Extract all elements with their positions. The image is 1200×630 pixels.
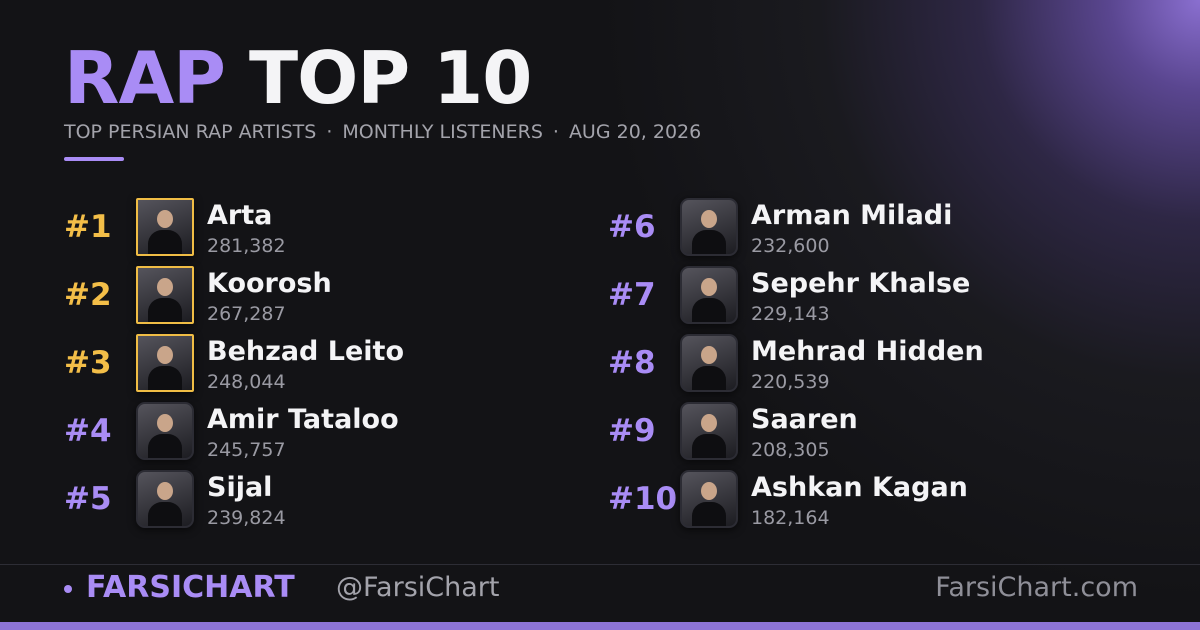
artist-photo [680,266,738,324]
artist-name: Sijal [207,472,273,503]
photo-body [148,366,182,390]
photo-body [692,298,726,322]
subtitle-part: AUG 20, 2026 [568,121,702,143]
artist-photo [680,198,738,256]
rank: #7 [608,277,656,313]
rank: #4 [64,413,112,449]
rank: #5 [64,481,112,517]
rank: #8 [608,345,656,381]
rank: #1 [64,209,112,245]
subtitle: TOP PERSIAN RAP ARTISTS · MONTHLY LISTENER… [64,120,701,144]
artist-photo [136,470,194,528]
photo-body [148,502,182,526]
photo-body [692,434,726,458]
subtitle-part: TOP PERSIAN RAP ARTISTS [64,121,317,143]
photo-body [692,230,726,254]
photo-head [701,482,717,500]
bullet [64,585,72,593]
artist-name: Ashkan Kagan [751,472,968,503]
photo-head [157,278,173,296]
photo-head [157,346,173,364]
artist-photo [136,266,194,324]
listener-count: 208,305 [751,439,830,461]
artist-name: Mehrad Hidden [751,336,984,367]
artist-photo [136,334,194,392]
artist-photo [136,198,194,256]
photo-body [692,502,726,526]
underline [64,157,124,161]
rank: #3 [64,345,112,381]
artist-photo [680,470,738,528]
photo-head [701,278,717,296]
listener-count: 229,143 [751,303,830,325]
photo-body [148,230,182,254]
photo-head [701,414,717,432]
artist-photo [680,402,738,460]
photo-head [157,414,173,432]
brand: FARSICHART [86,570,295,605]
listener-count: 232,600 [751,235,830,257]
photo-head [157,482,173,500]
listener-count: 281,382 [207,235,286,257]
rank: #6 [608,209,656,245]
separator: · [326,121,333,143]
photo-head [701,346,717,364]
photo-body [148,298,182,322]
artist-name: Saaren [751,404,858,435]
separator: · [552,121,559,143]
subtitle-part: MONTHLY LISTENERS [342,121,543,143]
photo-head [157,210,173,228]
listener-count: 182,164 [751,507,830,529]
title: RAP TOP 10 [64,36,532,120]
artist-name: Behzad Leito [207,336,405,367]
rank: #10 [608,481,678,517]
photo-body [148,434,182,458]
footer-bar [0,622,1200,630]
listener-count: 245,757 [207,439,286,461]
artist-name: Sepehr Khalse [751,268,971,299]
divider [0,564,1200,565]
handle: @FarsiChart [336,572,500,603]
listener-count: 248,044 [207,371,286,393]
artist-name: Amir Tataloo [207,404,399,435]
rank: #2 [64,277,112,313]
artist-name: Arman Miladi [751,200,953,231]
artist-photo [136,402,194,460]
listener-count: 220,539 [751,371,830,393]
listener-count: 239,824 [207,507,286,529]
title-text: TOP 10 [249,36,532,120]
site: FarsiChart.com [935,572,1138,603]
artist-photo [680,334,738,392]
artist-name: Arta [207,200,273,231]
artist-name: Koorosh [207,268,332,299]
title-accent: RAP [64,36,226,120]
listener-count: 267,287 [207,303,286,325]
photo-body [692,366,726,390]
photo-head [701,210,717,228]
rank: #9 [608,413,656,449]
